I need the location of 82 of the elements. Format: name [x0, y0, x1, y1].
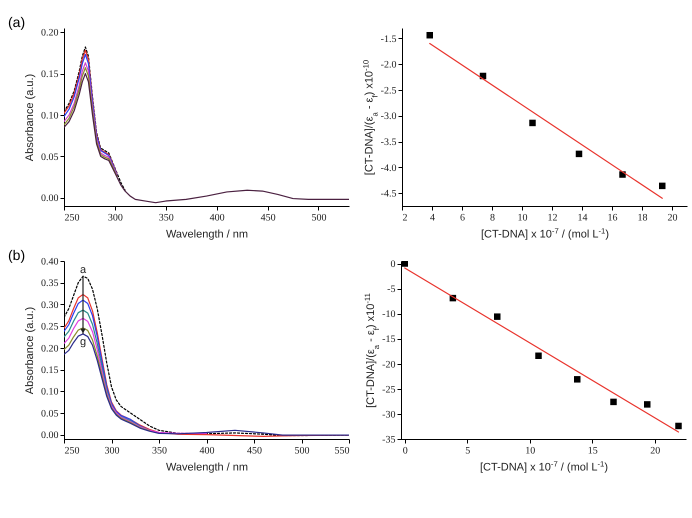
point — [402, 261, 408, 267]
annotation: a — [80, 264, 87, 276]
line-series — [64, 72, 349, 204]
point — [659, 182, 666, 190]
x-tick-label: 5 — [465, 446, 470, 456]
x-tick-label: 18 — [638, 212, 648, 224]
x-tick-label: 10 — [525, 446, 536, 456]
y-tick-label: 0.05 — [41, 408, 58, 420]
y-tick-label: 0.10 — [41, 110, 58, 122]
point — [574, 376, 580, 383]
x-tick-label: 12 — [548, 212, 558, 224]
x-tick-label: 500 — [311, 212, 326, 224]
x-axis-title: Wavelength / nm — [166, 228, 248, 240]
y-tick-label: 0.40 — [41, 256, 58, 268]
x-tick-label: 0 — [402, 446, 408, 456]
y-tick-label: 0.20 — [41, 28, 58, 39]
y-tick-label: 0.25 — [41, 322, 58, 333]
annotation: g — [80, 336, 86, 348]
x-tick-label: 400 — [210, 212, 225, 224]
y-tick-label: -2.0 — [380, 60, 396, 71]
x-tick-label: 8 — [490, 212, 495, 224]
x-tick-label: 450 — [247, 446, 262, 456]
y-tick-label: 0.00 — [41, 430, 58, 442]
y-tick-label: -1.5 — [380, 34, 396, 45]
y-axis-title: Absorbance (a.u.) — [24, 306, 36, 394]
x-tick-label: 16 — [608, 212, 618, 224]
y-tick-label: -20 — [382, 359, 396, 370]
line-series — [64, 318, 208, 434]
y-tick-label: -5 — [387, 284, 396, 296]
x-tick-label: 400 — [200, 446, 214, 456]
x-tick-label: 500 — [294, 446, 310, 456]
point — [426, 32, 433, 38]
text: (a) — [8, 14, 26, 30]
x-axis-title: [CT-DNA] x 10$^{-7}$ / (mol L$^{-1}$) — [480, 459, 608, 474]
y-tick-label: -35 — [382, 434, 396, 446]
y-tick-label: -30 — [382, 409, 396, 420]
y-tick-label: 0.35 — [41, 278, 58, 290]
x-tick-label: 250 — [64, 446, 80, 456]
point — [529, 120, 536, 126]
x-tick-label: 15 — [588, 446, 598, 456]
point — [494, 313, 500, 320]
x-tick-label: 10 — [518, 212, 528, 224]
x-axis-title: Wavelength / nm — [166, 462, 248, 474]
y-tick-label: -3.0 — [380, 111, 396, 122]
x-tick-label: 550 — [334, 446, 350, 456]
point — [675, 422, 682, 430]
x-tick-label: 450 — [260, 212, 276, 224]
y-tick-label: 0.15 — [41, 69, 58, 80]
y-axis-title: Absorbance (a.u.) — [24, 74, 36, 162]
text: (b) — [8, 247, 26, 263]
point — [610, 398, 617, 406]
y-tick-label: 0 — [390, 259, 396, 270]
y-tick-label: -25 — [382, 384, 396, 396]
x-axis-title: [CT-DNA] x 10$^{-7}$ / (mol L$^{-1}$) — [481, 226, 609, 240]
y-tick-label: -4.5 — [380, 188, 396, 200]
x-tick-label: 2 — [402, 212, 408, 224]
x-tick-label: 300 — [108, 212, 123, 224]
x-tick-label: 6 — [460, 212, 465, 224]
y-tick-label: 0.10 — [41, 386, 58, 398]
y-tick-label: 0.15 — [41, 365, 58, 376]
x-tick-label: 250 — [64, 212, 80, 224]
y-tick-label: -15 — [382, 334, 396, 346]
y-tick-label: 0.30 — [41, 300, 58, 311]
y-tick-label: 0.00 — [41, 193, 58, 204]
y-tick-label: -2.5 — [380, 85, 396, 96]
x-tick-label: 14 — [578, 212, 588, 224]
y-tick-label: -10 — [382, 309, 396, 320]
x-tick-label: 20 — [668, 212, 678, 224]
point — [644, 401, 650, 408]
point — [535, 352, 542, 360]
point — [576, 150, 582, 158]
x-tick-label: 350 — [152, 446, 167, 456]
x-tick-label: 20 — [650, 446, 660, 456]
x-tick-label: 300 — [104, 446, 120, 456]
y-tick-label: -3.5 — [380, 137, 396, 148]
y-tick-label: 0.05 — [41, 152, 58, 163]
line-series — [64, 333, 349, 436]
x-tick-label: 350 — [158, 212, 174, 224]
x-tick-label: 4 — [430, 212, 435, 224]
y-tick-label: -4.0 — [380, 162, 396, 174]
line-series — [64, 327, 150, 432]
y-tick-label: 0.20 — [41, 343, 58, 354]
